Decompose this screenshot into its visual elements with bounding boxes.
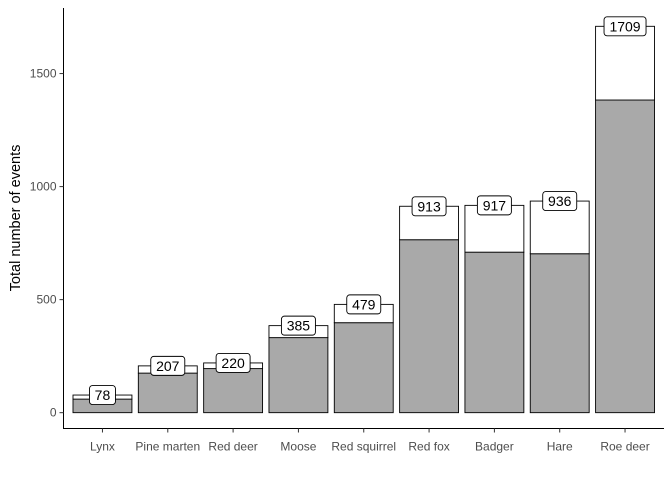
data-label-box-4 xyxy=(346,294,382,315)
data-label-box-1 xyxy=(150,355,186,376)
x-tick-label-7: Hare xyxy=(547,440,573,454)
data-label-box-3 xyxy=(280,315,316,336)
x-tick-label-3: Moose xyxy=(280,440,316,454)
y-tick-label-3: 1500 xyxy=(30,67,57,81)
x-ticks-group: Lynx Pine marten Red deer Moose Red squirrel… xyxy=(90,428,650,454)
y-ticks-group: 0 500 1000 1500 xyxy=(30,67,64,420)
bar-lower-3 xyxy=(268,337,329,414)
x-tick-label-0: Lynx xyxy=(90,440,115,454)
data-label-box-7 xyxy=(542,191,578,212)
x-tick-label-8: Roe deer xyxy=(600,440,649,454)
data-label-8: 1709 xyxy=(609,18,640,34)
bar-lower-1 xyxy=(137,372,198,414)
data-labels-group: 78 207 220 385 479 913 917 936 1709 xyxy=(89,16,647,405)
y-tick-label-1: 500 xyxy=(36,293,56,307)
x-tick-label-5: Red fox xyxy=(408,440,449,454)
x-tick-label-2: Red deer xyxy=(208,440,257,454)
data-label-3: 385 xyxy=(287,318,311,334)
data-label-1: 207 xyxy=(156,358,180,374)
bar-lower-8 xyxy=(595,99,655,414)
data-label-7: 936 xyxy=(548,193,572,209)
bar-upper-8 xyxy=(595,25,655,101)
x-tick-label-1: Pine marten xyxy=(135,440,200,454)
bar-lower-6 xyxy=(464,251,525,414)
data-label-box-5 xyxy=(411,196,447,217)
data-label-5: 913 xyxy=(417,198,441,214)
x-tick-label-4: Red squirrel xyxy=(331,440,396,454)
data-label-4: 479 xyxy=(352,296,376,312)
bar-lower-4 xyxy=(333,322,394,414)
data-label-0: 78 xyxy=(95,387,111,403)
x-tick-label-6: Badger xyxy=(475,440,514,454)
data-label-box-2 xyxy=(215,352,251,373)
data-label-box-6 xyxy=(476,195,512,216)
bar-lower-2 xyxy=(203,368,264,414)
data-label-2: 220 xyxy=(221,355,245,371)
bar-lower-7 xyxy=(529,253,590,414)
bars-group xyxy=(72,25,655,414)
data-label-box-8 xyxy=(603,16,647,37)
bar-lower-5 xyxy=(399,239,459,414)
data-label-box-0 xyxy=(89,385,116,405)
y-tick-label-2: 1000 xyxy=(30,180,57,194)
y-axis-title: Total number of events xyxy=(8,145,24,292)
y-tick-label-0: 0 xyxy=(50,406,57,420)
data-label-6: 917 xyxy=(483,197,507,213)
